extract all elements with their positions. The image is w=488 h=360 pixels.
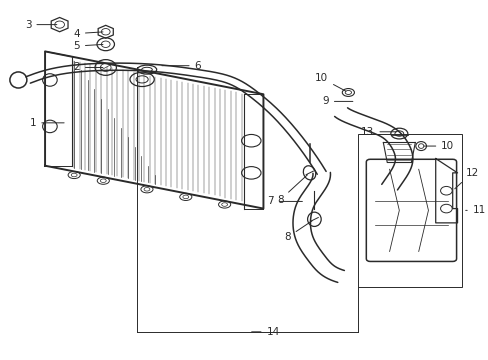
Text: 14: 14 (251, 327, 279, 337)
Text: 8: 8 (277, 175, 307, 204)
Text: 10: 10 (314, 73, 345, 91)
Text: 6: 6 (162, 61, 201, 71)
Text: 4: 4 (73, 28, 103, 39)
Text: 2: 2 (73, 63, 103, 72)
Text: 7: 7 (267, 197, 302, 206)
Text: 1: 1 (30, 118, 64, 128)
Text: 10: 10 (423, 141, 453, 151)
Text: 5: 5 (73, 41, 103, 51)
Text: 3: 3 (25, 19, 57, 30)
Text: 12: 12 (454, 168, 478, 189)
Text: 9: 9 (322, 96, 352, 107)
Text: 8: 8 (284, 221, 311, 242)
Bar (357, 134, 462, 287)
Text: 13: 13 (361, 127, 396, 137)
Text: 11: 11 (465, 205, 485, 215)
